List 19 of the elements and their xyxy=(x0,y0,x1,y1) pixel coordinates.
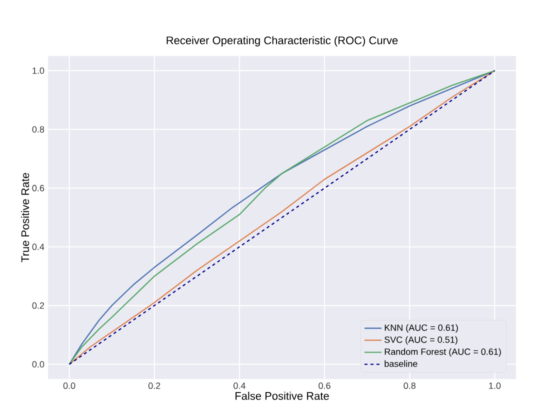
legend-label: SVC (AUC = 0.51) xyxy=(384,336,458,345)
legend-label: Random Forest (AUC = 0.61) xyxy=(384,348,501,357)
x-tick-label: 0.0 xyxy=(63,382,76,389)
chart-title: Receiver Operating Characteristic (ROC) Curve xyxy=(166,36,398,46)
x-axis-title: False Positive Rate xyxy=(236,392,329,400)
y-tick-label: 0.6 xyxy=(32,184,44,192)
y-axis-title: True Positive Rate xyxy=(21,172,30,262)
y-tick-label: 0.2 xyxy=(32,302,44,309)
x-tick-label: 0.8 xyxy=(404,382,416,389)
legend-label: baseline xyxy=(384,360,418,367)
y-tick-label: 0.8 xyxy=(32,126,44,133)
y-tick-label: 0.4 xyxy=(32,244,44,250)
y-tick-label: 1.0 xyxy=(32,67,44,74)
x-tick-label: 1.0 xyxy=(489,382,501,389)
x-tick-label: 0.6 xyxy=(318,382,330,389)
x-tick-label: 0.2 xyxy=(148,382,160,389)
legend-label: KNN (AUC = 0.61) xyxy=(384,324,458,333)
x-tick-label: 0.4 xyxy=(234,382,246,389)
y-tick-label: 0.0 xyxy=(32,361,44,368)
